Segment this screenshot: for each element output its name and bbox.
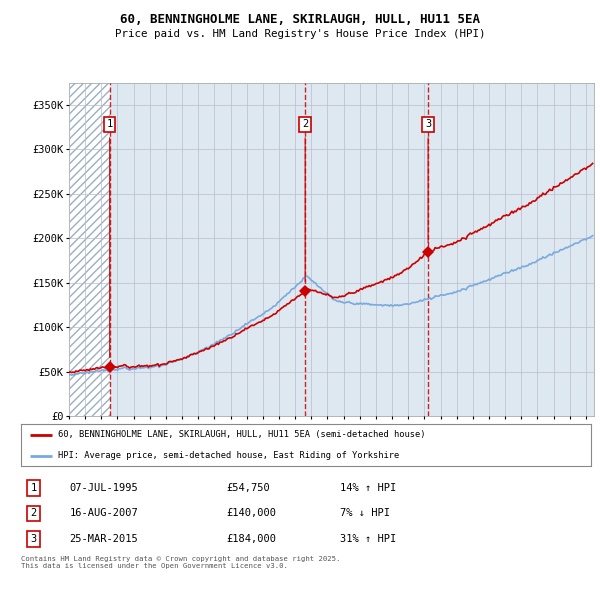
Text: 3: 3 [31, 534, 37, 544]
Text: 60, BENNINGHOLME LANE, SKIRLAUGH, HULL, HU11 5EA (semi-detached house): 60, BENNINGHOLME LANE, SKIRLAUGH, HULL, … [58, 430, 425, 439]
Text: 07-JUL-1995: 07-JUL-1995 [70, 483, 138, 493]
Text: 16-AUG-2007: 16-AUG-2007 [70, 509, 138, 519]
Text: £184,000: £184,000 [226, 534, 276, 544]
Text: 25-MAR-2015: 25-MAR-2015 [70, 534, 138, 544]
Text: 14% ↑ HPI: 14% ↑ HPI [340, 483, 397, 493]
Bar [69, 83, 110, 416]
Text: Contains HM Land Registry data © Crown copyright and database right 2025.
This d: Contains HM Land Registry data © Crown c… [21, 556, 340, 569]
Text: 1: 1 [107, 119, 113, 129]
Text: £140,000: £140,000 [226, 509, 276, 519]
Text: 60, BENNINGHOLME LANE, SKIRLAUGH, HULL, HU11 5EA: 60, BENNINGHOLME LANE, SKIRLAUGH, HULL, … [120, 13, 480, 26]
Text: 2: 2 [302, 119, 308, 129]
Text: 3: 3 [425, 119, 431, 129]
Text: Price paid vs. HM Land Registry's House Price Index (HPI): Price paid vs. HM Land Registry's House … [115, 29, 485, 39]
Text: 2: 2 [31, 509, 37, 519]
Text: 1: 1 [31, 483, 37, 493]
Text: 31% ↑ HPI: 31% ↑ HPI [340, 534, 397, 544]
Text: £54,750: £54,750 [226, 483, 270, 493]
Text: HPI: Average price, semi-detached house, East Riding of Yorkshire: HPI: Average price, semi-detached house,… [58, 451, 400, 460]
Text: 7% ↓ HPI: 7% ↓ HPI [340, 509, 390, 519]
